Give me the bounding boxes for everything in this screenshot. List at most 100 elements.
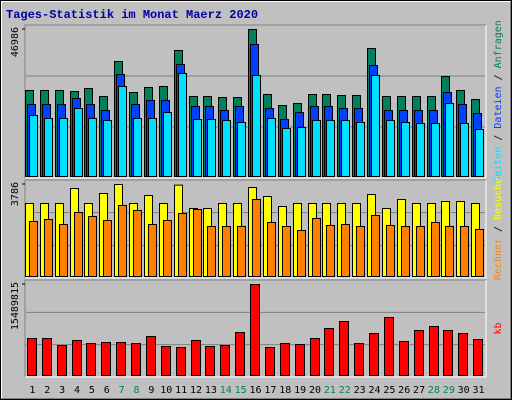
x-tick-label: 2 (44, 385, 50, 396)
x-tick-label: 16 (249, 385, 261, 396)
bar (237, 225, 246, 278)
bar (416, 123, 425, 178)
bar (401, 122, 410, 177)
bar (72, 339, 82, 376)
bar (176, 347, 186, 377)
bar (475, 229, 484, 277)
x-tick-label: 19 (294, 385, 306, 396)
legend: kb (493, 322, 504, 334)
bar (312, 217, 321, 277)
legend-entry: Seiten (493, 147, 504, 183)
bar (399, 341, 409, 377)
x-tick-label: 13 (205, 385, 217, 396)
x-tick-label: 25 (383, 385, 395, 396)
bar (431, 222, 440, 277)
bar (324, 328, 334, 376)
bar (27, 338, 37, 377)
bar (101, 342, 111, 377)
bar (341, 223, 350, 278)
bar (29, 114, 38, 177)
bar (163, 112, 172, 177)
bar (59, 223, 68, 278)
x-tick-label: 3 (59, 385, 65, 396)
bar (473, 338, 483, 376)
bar (88, 216, 97, 278)
bar (297, 230, 306, 277)
bar (161, 346, 171, 377)
bar (59, 117, 68, 177)
bar (371, 215, 380, 277)
bar (384, 316, 394, 377)
bar (252, 198, 261, 277)
bar (460, 225, 469, 278)
bar (386, 224, 395, 277)
x-tick-label: 22 (339, 385, 351, 396)
legend-entry: kb (493, 322, 504, 334)
x-tick-label: 31 (473, 385, 485, 396)
bar (416, 225, 425, 278)
bar (341, 119, 350, 178)
bar (250, 284, 260, 376)
x-tick-label: 24 (368, 385, 380, 396)
bar (178, 213, 187, 278)
bar (297, 127, 306, 177)
x-tick-label: 9 (148, 385, 154, 396)
bar (131, 342, 141, 377)
bar (207, 118, 216, 177)
bar (414, 329, 424, 376)
x-tick-label: 30 (458, 385, 470, 396)
bar (205, 346, 215, 377)
bar (460, 123, 469, 178)
bar (371, 75, 380, 177)
x-tick-label: 17 (264, 385, 276, 396)
y-max-label: 3786 (10, 182, 21, 206)
x-tick-label: 27 (413, 385, 425, 396)
x-tick-label: 11 (175, 385, 187, 396)
bar (146, 335, 156, 376)
bar (282, 128, 291, 177)
y-max-label: 46986 (10, 27, 21, 57)
bar (207, 225, 216, 278)
legend-entry: Anfragen (493, 20, 504, 68)
x-tick-label: 12 (190, 385, 202, 396)
bar (74, 211, 83, 278)
x-tick-label: 14 (220, 385, 232, 396)
bar (429, 325, 439, 376)
x-tick-label: 18 (279, 385, 291, 396)
x-tick-label: 21 (324, 385, 336, 396)
bar (356, 225, 365, 278)
legend-separator: / (493, 68, 504, 86)
bar (339, 320, 349, 376)
legend-entry: Rechner (493, 238, 504, 280)
bar (191, 339, 201, 376)
x-tick-label: 10 (160, 385, 172, 396)
x-tick-label: 28 (428, 385, 440, 396)
bar (118, 86, 127, 177)
x-tick-label: 20 (309, 385, 321, 396)
x-tick-label: 26 (398, 385, 410, 396)
bar (386, 119, 395, 178)
bar (445, 103, 454, 177)
bar (252, 75, 261, 177)
x-tick-label: 15 (235, 385, 247, 396)
bar (178, 73, 187, 177)
x-tick-label: 5 (89, 385, 95, 396)
bar (222, 225, 231, 278)
bar (237, 122, 246, 177)
bar (282, 225, 291, 278)
bar (148, 117, 157, 177)
panel-bevel (25, 280, 487, 378)
legend-entry: Besuche (493, 178, 504, 220)
x-tick-label: 1 (29, 385, 35, 396)
bar (295, 343, 305, 377)
bar (163, 220, 172, 277)
bar (326, 119, 335, 178)
bar (133, 210, 142, 277)
bar (193, 118, 202, 177)
chart-title: Tages-Statistik im Monat Maerz 2020 (6, 8, 258, 22)
bar (267, 117, 276, 177)
x-tick-label: 4 (74, 385, 80, 396)
bar (88, 117, 97, 177)
legend: Seiten / Dateien / Anfragen (493, 20, 504, 183)
